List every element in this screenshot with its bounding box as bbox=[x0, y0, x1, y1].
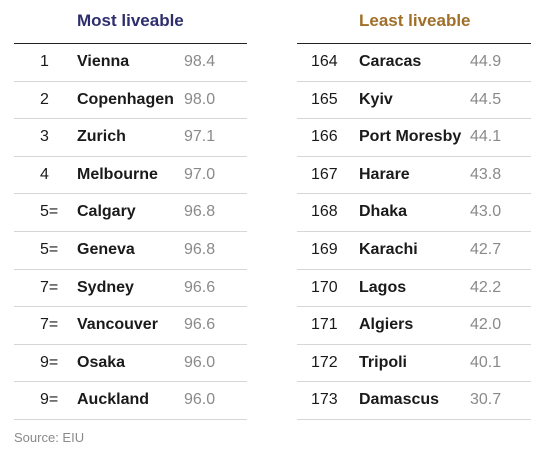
most-liveable-table: Most liveable 1 Vienna 98.4 2 Copenhagen 98.0… bbox=[14, 0, 247, 420]
rank-cell: 164 bbox=[311, 53, 338, 70]
score-cell: 30.7 bbox=[470, 391, 502, 409]
table-row: 7= Sydney 96.6 bbox=[14, 270, 247, 308]
score-cell: 98.4 bbox=[184, 53, 216, 70]
score-cell: 42.7 bbox=[470, 240, 502, 258]
rank-cell: 173 bbox=[311, 391, 338, 409]
table-row: 167 Harare 43.8 bbox=[297, 157, 531, 195]
city-cell: Geneva bbox=[77, 240, 135, 258]
rank-cell: 167 bbox=[311, 165, 338, 183]
score-cell: 44.5 bbox=[470, 90, 502, 108]
table-row: 164 Caracas 44.9 bbox=[297, 44, 531, 82]
city-cell: Caracas bbox=[359, 53, 422, 70]
score-cell: 96.8 bbox=[184, 203, 216, 221]
score-cell: 96.6 bbox=[184, 278, 216, 296]
city-cell: Melbourne bbox=[77, 165, 158, 183]
source-note: Source: EIU bbox=[14, 430, 85, 445]
score-cell: 40.1 bbox=[470, 353, 502, 371]
rank-cell: 3 bbox=[40, 128, 49, 146]
table-row: 169 Karachi 42.7 bbox=[297, 232, 531, 270]
table-row: 9= Osaka 96.0 bbox=[14, 345, 247, 383]
score-cell: 42.0 bbox=[470, 316, 502, 334]
score-cell: 98.0 bbox=[184, 90, 216, 108]
score-cell: 44.9 bbox=[470, 53, 502, 70]
score-cell: 96.8 bbox=[184, 240, 216, 258]
table-row: 2 Copenhagen 98.0 bbox=[14, 82, 247, 120]
rank-cell: 1 bbox=[40, 53, 49, 70]
rank-cell: 9= bbox=[40, 353, 59, 371]
table-row: 166 Port Moresby 44.1 bbox=[297, 119, 531, 157]
most-liveable-heading: Most liveable bbox=[14, 0, 247, 44]
table-row: 7= Vancouver 96.6 bbox=[14, 307, 247, 345]
city-cell: Tripoli bbox=[359, 353, 407, 371]
table-row: 170 Lagos 42.2 bbox=[297, 270, 531, 308]
city-cell: Calgary bbox=[77, 203, 136, 221]
rank-cell: 5= bbox=[40, 240, 59, 258]
score-cell: 96.0 bbox=[184, 353, 216, 371]
table-row: 5= Geneva 96.8 bbox=[14, 232, 247, 270]
city-cell: Copenhagen bbox=[77, 90, 174, 108]
score-cell: 43.0 bbox=[470, 203, 502, 221]
city-cell: Karachi bbox=[359, 240, 418, 258]
city-cell: Dhaka bbox=[359, 203, 408, 221]
city-cell: Zurich bbox=[77, 128, 126, 146]
table-row: 4 Melbourne 97.0 bbox=[14, 157, 247, 195]
score-cell: 96.6 bbox=[184, 316, 216, 334]
city-cell: Damascus bbox=[359, 391, 440, 409]
city-cell: Algiers bbox=[359, 316, 414, 334]
rank-cell: 7= bbox=[40, 316, 59, 334]
table-row: 5= Calgary 96.8 bbox=[14, 194, 247, 232]
table-row: 168 Dhaka 43.0 bbox=[297, 194, 531, 232]
city-cell: Kyiv bbox=[359, 90, 393, 108]
score-cell: 97.0 bbox=[184, 165, 216, 183]
table-row: 3 Zurich 97.1 bbox=[14, 119, 247, 157]
least-liveable-heading: Least liveable bbox=[297, 0, 531, 44]
city-cell: Auckland bbox=[77, 391, 150, 409]
rank-cell: 168 bbox=[311, 203, 338, 221]
city-cell: Harare bbox=[359, 165, 410, 183]
rank-cell: 9= bbox=[40, 391, 59, 409]
city-cell: Port Moresby bbox=[359, 128, 462, 146]
table-row: 173 Damascus 30.7 bbox=[297, 382, 531, 420]
city-cell: Sydney bbox=[77, 278, 134, 296]
rank-cell: 4 bbox=[40, 165, 49, 183]
rank-cell: 2 bbox=[40, 90, 49, 108]
rank-cell: 5= bbox=[40, 203, 59, 221]
score-cell: 97.1 bbox=[184, 128, 216, 146]
table-row: 171 Algiers 42.0 bbox=[297, 307, 531, 345]
table-row: 1 Vienna 98.4 bbox=[14, 44, 247, 82]
rank-cell: 7= bbox=[40, 278, 59, 296]
score-cell: 96.0 bbox=[184, 391, 216, 409]
city-cell: Vienna bbox=[77, 53, 130, 70]
most-liveable-rows: 1 Vienna 98.4 2 Copenhagen 98.0 3 Zurich 97.1 4 Me… bbox=[14, 44, 247, 420]
city-cell: Lagos bbox=[359, 278, 407, 296]
least-liveable-table: Least liveable 164 Caracas 44.9 165 Kyiv 44.5… bbox=[297, 0, 531, 420]
rank-cell: 166 bbox=[311, 128, 338, 146]
city-cell: Osaka bbox=[77, 353, 126, 371]
score-cell: 42.2 bbox=[470, 278, 502, 296]
city-cell: Vancouver bbox=[77, 316, 158, 334]
rank-cell: 165 bbox=[311, 90, 338, 108]
rank-cell: 169 bbox=[311, 240, 338, 258]
table-row: 172 Tripoli 40.1 bbox=[297, 345, 531, 383]
rank-cell: 172 bbox=[311, 353, 338, 371]
rank-cell: 170 bbox=[311, 278, 338, 296]
score-cell: 44.1 bbox=[470, 128, 502, 146]
least-liveable-rows: 164 Caracas 44.9 165 Kyiv 44.5 166 Port Moresby… bbox=[297, 44, 531, 420]
table-row: 165 Kyiv 44.5 bbox=[297, 82, 531, 120]
rank-cell: 171 bbox=[311, 316, 338, 334]
score-cell: 43.8 bbox=[470, 165, 502, 183]
table-row: 9= Auckland 96.0 bbox=[14, 382, 247, 420]
